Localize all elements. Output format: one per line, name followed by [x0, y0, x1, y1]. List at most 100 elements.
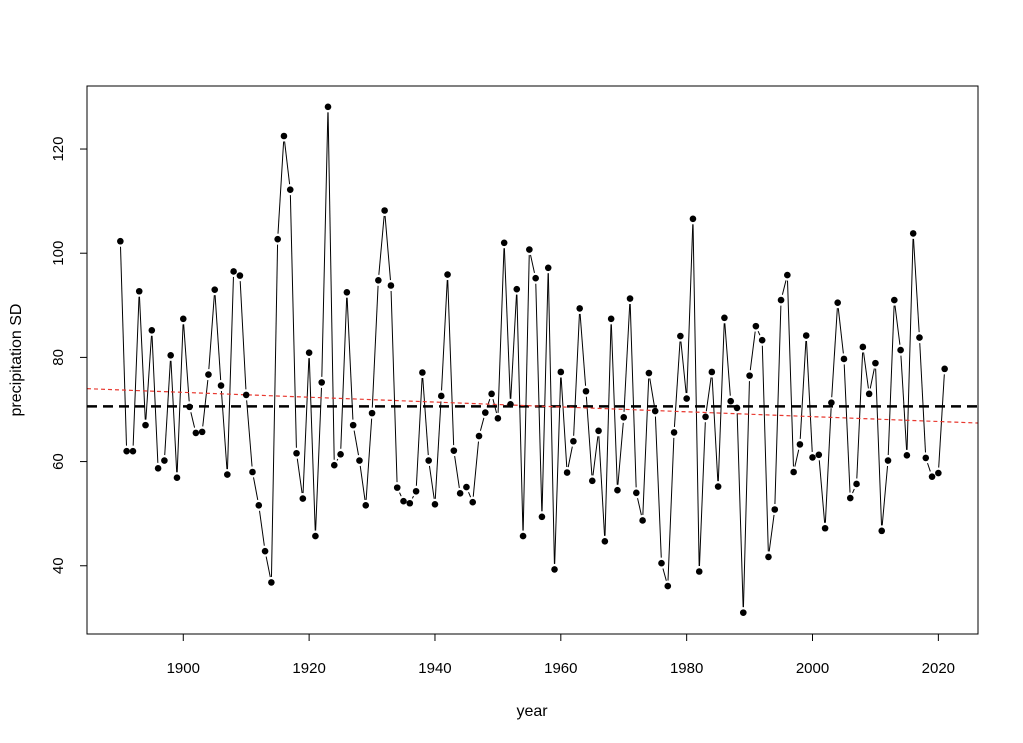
- data-point: [538, 513, 546, 521]
- data-point: [305, 349, 313, 357]
- data-point: [192, 429, 200, 437]
- series-segment: [863, 352, 869, 389]
- series-segment: [302, 358, 310, 494]
- data-point: [884, 457, 892, 464]
- y-axis: 40 60 80 100 120: [50, 137, 88, 574]
- series-segment: [705, 377, 712, 412]
- data-point: [312, 532, 319, 540]
- data-point: [834, 299, 841, 306]
- data-point: [878, 527, 886, 535]
- series-segment: [336, 458, 339, 461]
- y-tick-label: 100: [50, 241, 67, 266]
- x-tick-label: 1960: [544, 660, 577, 677]
- data-point: [765, 553, 772, 561]
- data-point: [381, 207, 388, 214]
- data-point: [349, 421, 357, 429]
- data-point: [909, 230, 917, 237]
- series-segment: [516, 294, 524, 531]
- data-point: [903, 452, 911, 459]
- data-point: [651, 407, 659, 415]
- series-segment: [610, 324, 618, 485]
- x-axis-label: year: [516, 703, 548, 720]
- series-segment: [138, 296, 146, 420]
- series-segment: [881, 465, 889, 526]
- data-point: [255, 502, 263, 509]
- data-point: [557, 368, 565, 376]
- x-tick-label: 1920: [292, 660, 325, 677]
- data-point: [123, 447, 130, 455]
- series-segment: [522, 255, 530, 531]
- series-segment: [887, 305, 895, 456]
- data-point: [431, 500, 439, 508]
- series-segment: [673, 341, 681, 427]
- series-segment: [270, 244, 279, 577]
- data-point: [261, 547, 269, 555]
- series-segment: [308, 358, 316, 531]
- y-tick-label: 80: [50, 349, 67, 366]
- series-segment: [649, 378, 655, 406]
- series-segment: [239, 281, 247, 390]
- series-segment: [183, 324, 190, 402]
- data-point: [532, 274, 539, 282]
- series-segment: [927, 462, 931, 472]
- data-point: [576, 305, 583, 312]
- data-point: [444, 271, 451, 278]
- series-segment: [856, 352, 864, 479]
- series-segment: [900, 355, 908, 450]
- data-point: [891, 296, 898, 304]
- data-point: [318, 379, 326, 386]
- series-segment: [321, 112, 329, 377]
- series-segment: [327, 112, 335, 460]
- series-segment: [259, 510, 265, 546]
- data-point: [897, 346, 904, 354]
- series-segment: [246, 400, 253, 467]
- series-segment: [265, 556, 271, 578]
- data-point: [582, 387, 590, 395]
- data-point: [230, 268, 237, 275]
- series-segment: [503, 248, 511, 399]
- data-point: [828, 399, 835, 407]
- series-segment: [208, 295, 215, 370]
- data-point: [614, 486, 621, 494]
- data-point: [456, 490, 464, 497]
- data-point: [916, 334, 923, 341]
- data-point: [544, 264, 552, 272]
- data-point: [129, 447, 137, 455]
- data-point: [375, 277, 382, 284]
- series-segment: [560, 377, 568, 468]
- data-point: [633, 489, 640, 497]
- series-segment: [220, 390, 228, 470]
- series-segment: [913, 238, 920, 333]
- x-tick-label: 1900: [167, 660, 200, 677]
- series-line: [120, 112, 945, 608]
- data-point: [551, 566, 558, 573]
- series-segment: [190, 412, 196, 428]
- x-tick-label: 2000: [796, 660, 829, 677]
- series-segment: [253, 477, 259, 501]
- data-point: [242, 391, 250, 399]
- data-point: [626, 295, 634, 302]
- series-segment: [151, 335, 159, 463]
- y-tick-label: 120: [50, 137, 67, 162]
- series-segment: [422, 377, 429, 456]
- data-point: [362, 502, 370, 509]
- data-point: [752, 322, 760, 330]
- series-segment: [434, 401, 442, 499]
- series-segment: [277, 141, 285, 234]
- data-point: [708, 368, 716, 376]
- data-point: [784, 271, 791, 279]
- data-point: [400, 497, 407, 505]
- series-segment: [806, 340, 813, 452]
- data-point: [658, 559, 665, 567]
- data-point: [639, 517, 646, 524]
- series-segment: [415, 377, 423, 486]
- data-point: [463, 483, 470, 491]
- y-tick-label: 60: [50, 453, 67, 470]
- data-point: [620, 414, 628, 421]
- series-segment: [774, 305, 782, 505]
- series-segment: [472, 441, 479, 497]
- data-point: [595, 427, 602, 435]
- trend-line: [87, 388, 978, 424]
- series-segment: [642, 378, 650, 515]
- series-segment: [837, 308, 844, 354]
